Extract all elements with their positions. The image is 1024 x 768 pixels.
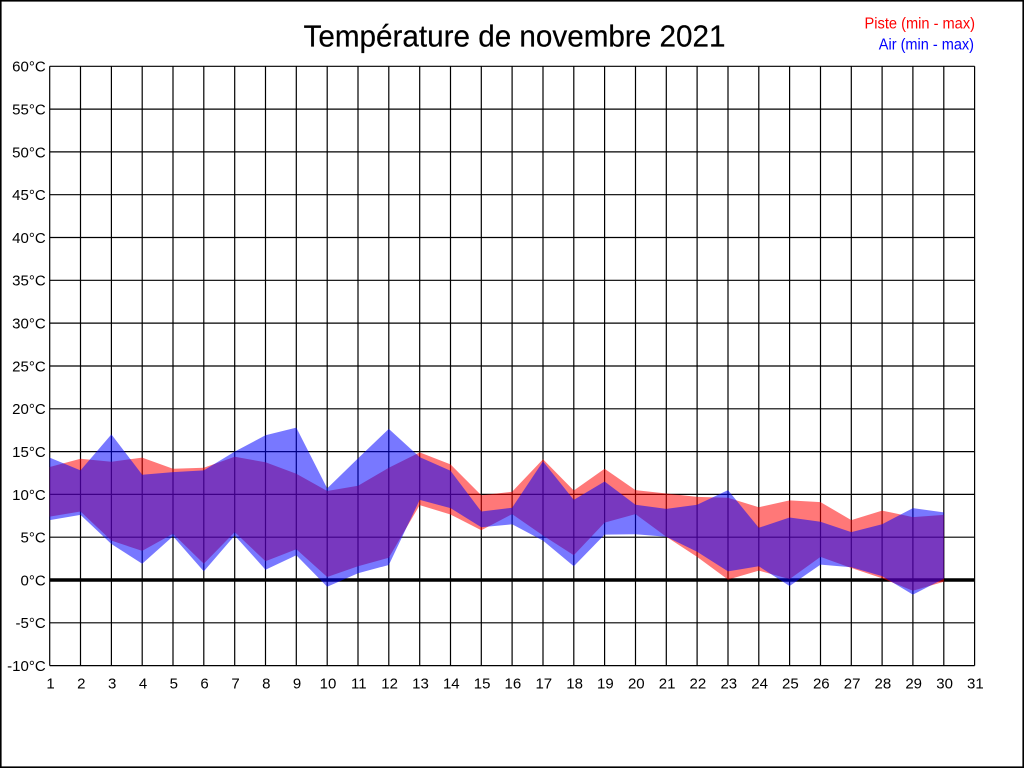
svg-text:13: 13 [412,676,429,693]
svg-text:55°C: 55°C [12,102,46,119]
svg-text:15: 15 [474,676,491,693]
svg-text:19: 19 [597,676,614,693]
svg-text:3: 3 [108,676,116,693]
svg-text:8: 8 [262,676,270,693]
svg-text:Air (min - max): Air (min - max) [879,36,974,53]
svg-text:2: 2 [77,676,85,693]
svg-text:28: 28 [875,676,892,693]
svg-text:27: 27 [844,676,861,693]
svg-text:20: 20 [628,676,645,693]
svg-text:24: 24 [751,676,768,693]
svg-text:14: 14 [443,676,460,693]
svg-text:21: 21 [659,676,676,693]
svg-text:45°C: 45°C [12,187,46,204]
svg-text:25: 25 [782,676,799,693]
svg-text:10: 10 [320,676,337,693]
svg-text:20°C: 20°C [12,401,46,418]
svg-text:-5°C: -5°C [16,615,46,632]
svg-text:1: 1 [46,676,54,693]
svg-text:31: 31 [967,676,984,693]
svg-text:-10°C: -10°C [7,658,46,675]
svg-text:23: 23 [720,676,737,693]
svg-text:29: 29 [905,676,922,693]
svg-text:12: 12 [381,676,398,693]
svg-text:11: 11 [351,676,367,693]
svg-text:30: 30 [936,676,953,693]
svg-text:6: 6 [200,676,208,693]
svg-text:7: 7 [231,676,239,693]
svg-text:60°C: 60°C [12,59,46,76]
svg-text:26: 26 [813,676,830,693]
svg-text:9: 9 [293,676,301,693]
svg-text:40°C: 40°C [12,230,46,247]
svg-text:Piste (min - max): Piste (min - max) [865,15,976,32]
svg-text:18: 18 [566,676,583,693]
svg-text:5°C: 5°C [21,530,46,547]
svg-text:16: 16 [505,676,522,693]
svg-text:35°C: 35°C [12,273,46,290]
svg-text:0°C: 0°C [21,572,46,589]
svg-text:15°C: 15°C [12,444,46,461]
svg-text:4: 4 [139,676,147,693]
svg-text:25°C: 25°C [12,358,46,375]
svg-text:17: 17 [535,676,552,693]
svg-text:Température de novembre 2021: Température de novembre 2021 [304,20,726,54]
svg-text:50°C: 50°C [12,144,46,161]
svg-text:5: 5 [170,676,178,693]
svg-text:22: 22 [690,676,707,693]
svg-text:30°C: 30°C [12,316,46,333]
svg-text:10°C: 10°C [12,487,46,504]
